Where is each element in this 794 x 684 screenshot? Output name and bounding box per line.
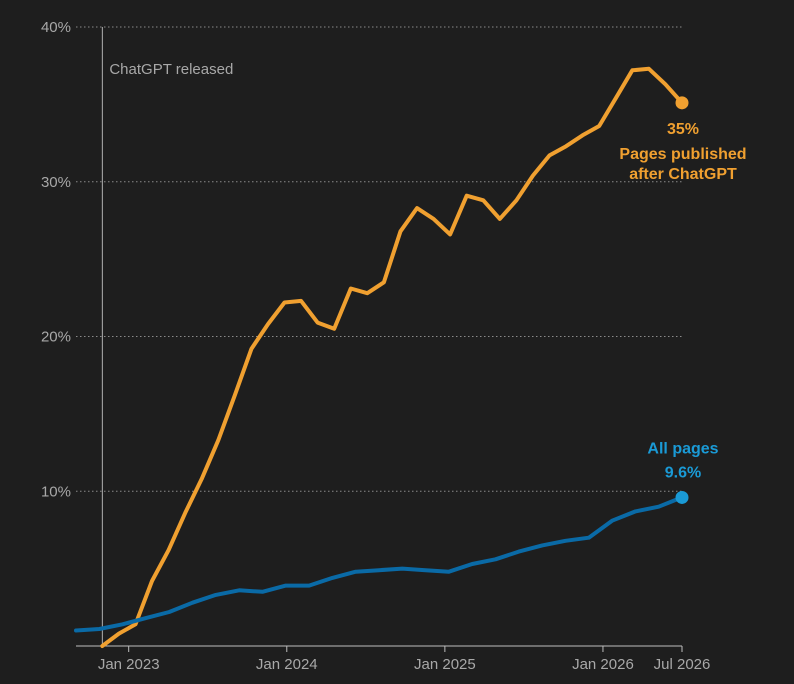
x-tick-label: Jan 2025 <box>414 656 476 673</box>
chatgpt-release-label: ChatGPT released <box>109 61 233 78</box>
series-line <box>74 495 684 633</box>
series-end-label: 9.6% <box>665 464 701 481</box>
y-tick-label: 40% <box>41 19 71 36</box>
x-tick-label: Jan 2023 <box>98 656 160 673</box>
series-end-label: Pages published <box>619 146 746 163</box>
x-tick-label: Jan 2026 <box>572 656 634 673</box>
grid-layer: 10% 20% 30% 40% <box>41 19 682 500</box>
series-end-marker <box>675 490 689 504</box>
series-end-label: 35% <box>667 121 699 138</box>
x-tick-label: Jan 2024 <box>256 656 318 673</box>
y-tick-label: 30% <box>41 174 71 191</box>
label-layer: 35% Pages published after ChatGPT All pages… <box>619 121 746 482</box>
series-end-label: All pages <box>647 440 718 457</box>
annotation-layer: ChatGPT released <box>101 27 233 646</box>
y-tick-label: 10% <box>41 483 71 500</box>
y-tick-label: 20% <box>41 329 71 346</box>
x-tick-label: Jul 2026 <box>654 656 711 673</box>
series-end-marker <box>675 96 689 110</box>
x-axis: Jan 2023 Jan 2024 Jan 2025 Jan 2026 Jul 2026 <box>76 645 711 673</box>
series-layer <box>74 66 689 648</box>
series-end-label: after ChatGPT <box>629 166 737 183</box>
series-line <box>100 66 684 648</box>
